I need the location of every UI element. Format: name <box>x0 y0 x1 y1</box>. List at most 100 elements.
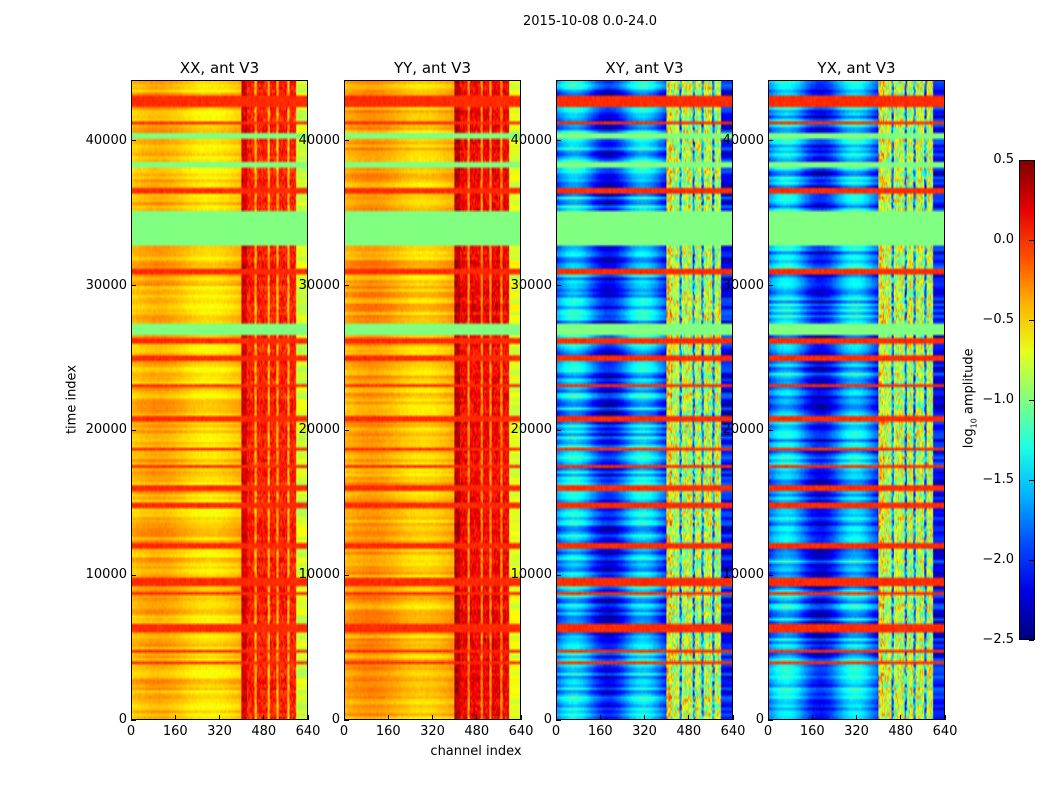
colorbar-tick-label: 0.0 <box>993 232 1014 247</box>
y-tick-mark <box>131 574 136 576</box>
y-tick-mark <box>768 285 773 287</box>
x-tick-label: 480 <box>464 724 490 739</box>
colorbar-tick-mark <box>1029 399 1034 401</box>
x-tick-label: 320 <box>844 724 869 739</box>
heatmap-image <box>132 81 307 719</box>
x-tick-label: 640 <box>508 724 534 739</box>
y-tick-mark <box>768 429 773 431</box>
y-tick-mark <box>768 140 773 142</box>
x-tick-mark <box>732 715 734 720</box>
y-tick-label: 20000 <box>85 422 127 438</box>
heatmap-panel <box>131 80 308 720</box>
x-tick-mark <box>599 715 601 720</box>
panel-title: XY, ant V3 <box>605 59 684 77</box>
x-tick-mark <box>343 715 345 720</box>
y-tick-label: 30000 <box>85 277 127 293</box>
y-tick-mark <box>131 285 136 287</box>
y-tick-mark <box>131 719 136 721</box>
heatmap-panel <box>768 80 945 720</box>
y-tick-label: 30000 <box>722 277 764 293</box>
y-tick-mark <box>556 285 561 287</box>
y-tick-mark <box>768 719 773 721</box>
y-tick-label: 40000 <box>85 132 127 148</box>
x-tick-mark <box>555 715 557 720</box>
x-tick-mark <box>644 715 645 720</box>
y-tick-mark <box>556 140 561 142</box>
x-tick-mark <box>219 715 220 720</box>
x-tick-label: 640 <box>295 724 321 739</box>
y-tick-mark <box>344 719 349 721</box>
panel-title: YX, ant V3 <box>817 59 896 77</box>
x-tick-label: 480 <box>888 724 914 739</box>
y-tick-mark <box>768 574 773 576</box>
x-tick-label: 640 <box>720 724 746 739</box>
y-tick-label: 10000 <box>722 567 764 583</box>
x-tick-label: 160 <box>375 724 401 739</box>
colorbar-tick-label: −1.0 <box>982 392 1014 407</box>
x-tick-mark <box>263 715 265 720</box>
y-tick-label: 10000 <box>85 567 127 583</box>
y-tick-label: 40000 <box>722 132 764 148</box>
colorbar-tick-mark <box>1029 639 1034 641</box>
y-tick-mark <box>344 574 349 576</box>
y-tick-mark <box>556 574 561 576</box>
x-tick-label: 0 <box>126 724 136 739</box>
y-tick-label: 0 <box>543 712 552 727</box>
heatmap-image <box>769 81 944 719</box>
x-tick-mark <box>900 715 902 720</box>
heatmap-panel <box>344 80 521 720</box>
x-tick-label: 480 <box>676 724 702 739</box>
x-tick-mark <box>307 715 309 720</box>
y-tick-label: 20000 <box>510 422 552 438</box>
panel-title: XX, ant V3 <box>179 59 260 77</box>
x-tick-mark <box>130 715 132 720</box>
x-tick-label: 0 <box>551 724 561 739</box>
y-tick-mark <box>131 429 136 431</box>
x-tick-mark <box>520 715 522 720</box>
y-tick-label: 40000 <box>510 132 552 148</box>
x-tick-label: 320 <box>207 724 232 739</box>
x-tick-mark <box>476 715 478 720</box>
x-tick-mark <box>387 715 389 720</box>
x-tick-mark <box>856 715 857 720</box>
y-tick-mark <box>131 140 136 142</box>
y-tick-mark <box>344 429 349 431</box>
colorbar-tick-mark <box>1029 239 1034 241</box>
figure-title: 2015-10-08 0.0-24.0 <box>523 14 657 29</box>
colorbar-tick-mark <box>1029 159 1034 161</box>
colorbar-tick-label: −2.0 <box>982 552 1014 567</box>
x-tick-label: 320 <box>420 724 445 739</box>
colorbar-tick-label: −2.5 <box>982 632 1014 647</box>
y-tick-label: 40000 <box>298 132 340 148</box>
x-tick-mark <box>811 715 813 720</box>
colorbar-tick-label: −1.5 <box>982 472 1014 487</box>
y-tick-label: 10000 <box>298 567 340 583</box>
colorbar-tick-mark <box>1029 559 1034 561</box>
y-tick-label: 0 <box>755 712 764 727</box>
x-tick-mark <box>174 715 176 720</box>
colorbar-tick-label: 0.5 <box>993 152 1014 167</box>
y-tick-label: 30000 <box>510 277 552 293</box>
x-tick-mark <box>688 715 690 720</box>
x-axis-label: channel index <box>430 744 522 759</box>
x-tick-label: 320 <box>632 724 657 739</box>
colorbar <box>1019 160 1035 640</box>
x-tick-mark <box>944 715 946 720</box>
y-tick-label: 10000 <box>510 567 552 583</box>
x-tick-mark <box>432 715 433 720</box>
x-tick-label: 480 <box>251 724 277 739</box>
x-tick-label: 160 <box>799 724 825 739</box>
colorbar-tick-mark <box>1029 479 1034 481</box>
y-tick-label: 20000 <box>298 422 340 438</box>
heatmap-image <box>345 81 520 719</box>
y-tick-label: 0 <box>331 712 340 727</box>
x-tick-label: 640 <box>932 724 958 739</box>
colorbar-tick-label: −0.5 <box>982 312 1014 327</box>
colorbar-tick-mark <box>1029 319 1034 321</box>
y-tick-label: 0 <box>118 712 127 727</box>
y-tick-mark <box>556 719 561 721</box>
y-tick-label: 30000 <box>298 277 340 293</box>
x-tick-mark <box>767 715 769 720</box>
y-tick-mark <box>556 429 561 431</box>
x-tick-label: 0 <box>339 724 349 739</box>
